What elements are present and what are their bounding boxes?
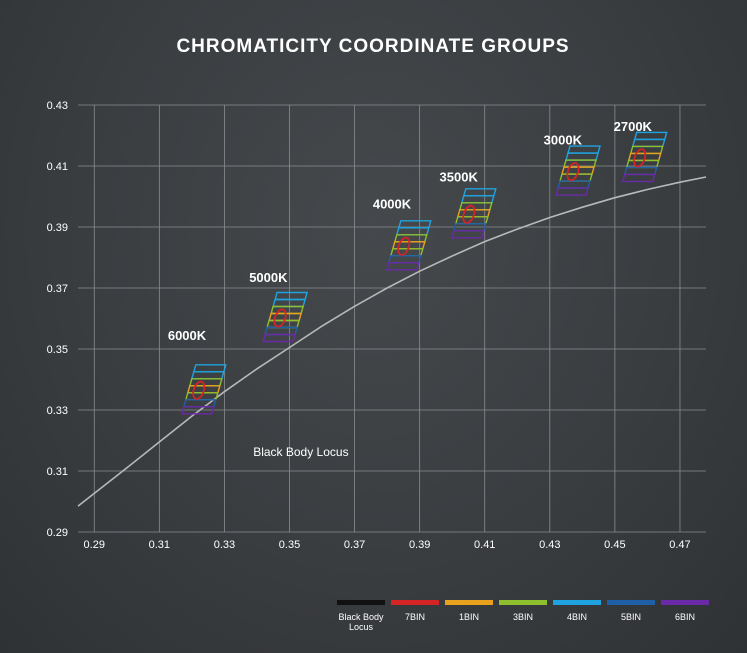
annotation-black-body-locus: Black Body Locus (253, 445, 348, 459)
ytick-label: 0.33 (47, 405, 68, 417)
bin-quadrangle-3bin (270, 305, 305, 315)
cct-label: 2700K (614, 119, 653, 134)
bin-quadrangle-6bin (262, 333, 297, 343)
legend-swatch-1bin (445, 600, 493, 605)
cct-label: 6000K (168, 328, 207, 343)
cct-group-3500K: 3500K (440, 169, 497, 239)
black-body-locus-line (77, 176, 707, 507)
legend-swatch-7bin (391, 600, 439, 605)
axis-ticks: 0.29 0.31 0.33 0.35 0.37 0.39 0.41 0.43 0.29 0.31… (47, 100, 691, 551)
ytick-label: 0.37 (47, 283, 68, 295)
xtick-label: 0.31 (149, 539, 170, 551)
legend-swatch-3bin (499, 600, 547, 605)
bin-quadrangle-6bin (555, 187, 589, 196)
bin-quadrangle-6bin (180, 406, 215, 415)
ytick-label: 0.41 (47, 161, 68, 173)
xtick-label: 0.29 (84, 539, 105, 551)
bin-quadrangle-4bin (190, 371, 225, 380)
bin-quadrangle-3bin (629, 145, 664, 155)
xtick-label: 0.43 (539, 539, 560, 551)
bin-ellipse-7bin (566, 162, 580, 182)
ytick-label: 0.35 (47, 344, 68, 356)
xtick-label: 0.35 (279, 539, 300, 551)
xtick-label: 0.41 (474, 539, 495, 551)
cct-group-2700K: 2700K (614, 119, 668, 183)
cct-label: 3500K (440, 169, 479, 184)
bin-ellipse-7bin (633, 148, 647, 168)
annotations: Black Body Locus (253, 445, 348, 459)
cct-label: 5000K (249, 270, 288, 285)
gridlines (78, 104, 706, 533)
bin-quadrangle-5bin (557, 180, 591, 189)
cct-group-3000K: 3000K (544, 133, 601, 196)
cct-groups: 6000K 5000K 4000K 3500K 3000K 2700K (168, 119, 668, 415)
bin-quadrangle-4bin (631, 138, 666, 148)
bin-quadrangle-6bin (621, 173, 656, 183)
xtick-label: 0.39 (409, 539, 430, 551)
xtick-label: 0.37 (344, 539, 365, 551)
bin-quadrangle-6bin (385, 262, 420, 271)
ytick-label: 0.29 (47, 527, 68, 539)
bin-quadrangle-3bin (188, 378, 223, 387)
legend-label: Black Body Locus (338, 612, 384, 632)
legend-label: 7BIN (405, 612, 425, 622)
black-body-locus-curve (77, 176, 707, 507)
bin-quadrangle-6bin (450, 230, 485, 239)
legend: Black Body Locus 7BIN 1BIN 3BIN 4BIN 5BIN 6BIN (337, 600, 709, 632)
legend-label: 4BIN (567, 612, 587, 622)
bin-quadrangle-3bin (458, 202, 493, 211)
bin-ellipse-7bin (397, 236, 411, 256)
bin-quadrangle-5bin (623, 166, 658, 176)
cct-label: 3000K (544, 133, 583, 148)
ytick-label: 0.39 (47, 222, 68, 234)
bin-quadrangle-4bin (192, 364, 227, 373)
bin-quadrangle-4bin (462, 188, 497, 197)
bin-quadrangle-4bin (565, 152, 599, 161)
bin-quadrangle-3bin (393, 234, 428, 243)
bin-quadrangle-4bin (395, 227, 430, 236)
legend-label: 1BIN (459, 612, 479, 622)
cct-group-6000K: 6000K (168, 328, 227, 415)
legend-label: 6BIN (675, 612, 695, 622)
cct-label: 4000K (373, 197, 412, 212)
xtick-label: 0.45 (604, 539, 625, 551)
bin-quadrangle-4bin (460, 195, 495, 204)
bin-ellipse-7bin (462, 204, 476, 224)
bin-ellipse-7bin (192, 380, 206, 400)
bin-quadrangle-5bin (387, 255, 422, 264)
cct-group-4000K: 4000K (373, 197, 432, 271)
bin-quadrangle-4bin (272, 298, 307, 308)
xtick-label: 0.33 (214, 539, 235, 551)
cct-group-5000K: 5000K (249, 270, 309, 343)
chart-title: CHROMATICITY COORDINATE GROUPS (176, 36, 569, 57)
legend-label: 5BIN (621, 612, 641, 622)
ytick-label: 0.31 (47, 466, 68, 478)
legend-swatch-4bin (553, 600, 601, 605)
ytick-label: 0.43 (47, 100, 68, 112)
legend-label: 3BIN (513, 612, 533, 622)
legend-swatch-6bin (661, 600, 709, 605)
bin-quadrangle-5bin (264, 326, 299, 336)
legend-swatch-5bin (607, 600, 655, 605)
legend-swatch-black-body (337, 600, 385, 605)
xtick-label: 0.47 (669, 539, 690, 551)
bin-quadrangle-4bin (274, 291, 309, 301)
bin-ellipse-7bin (273, 308, 287, 328)
